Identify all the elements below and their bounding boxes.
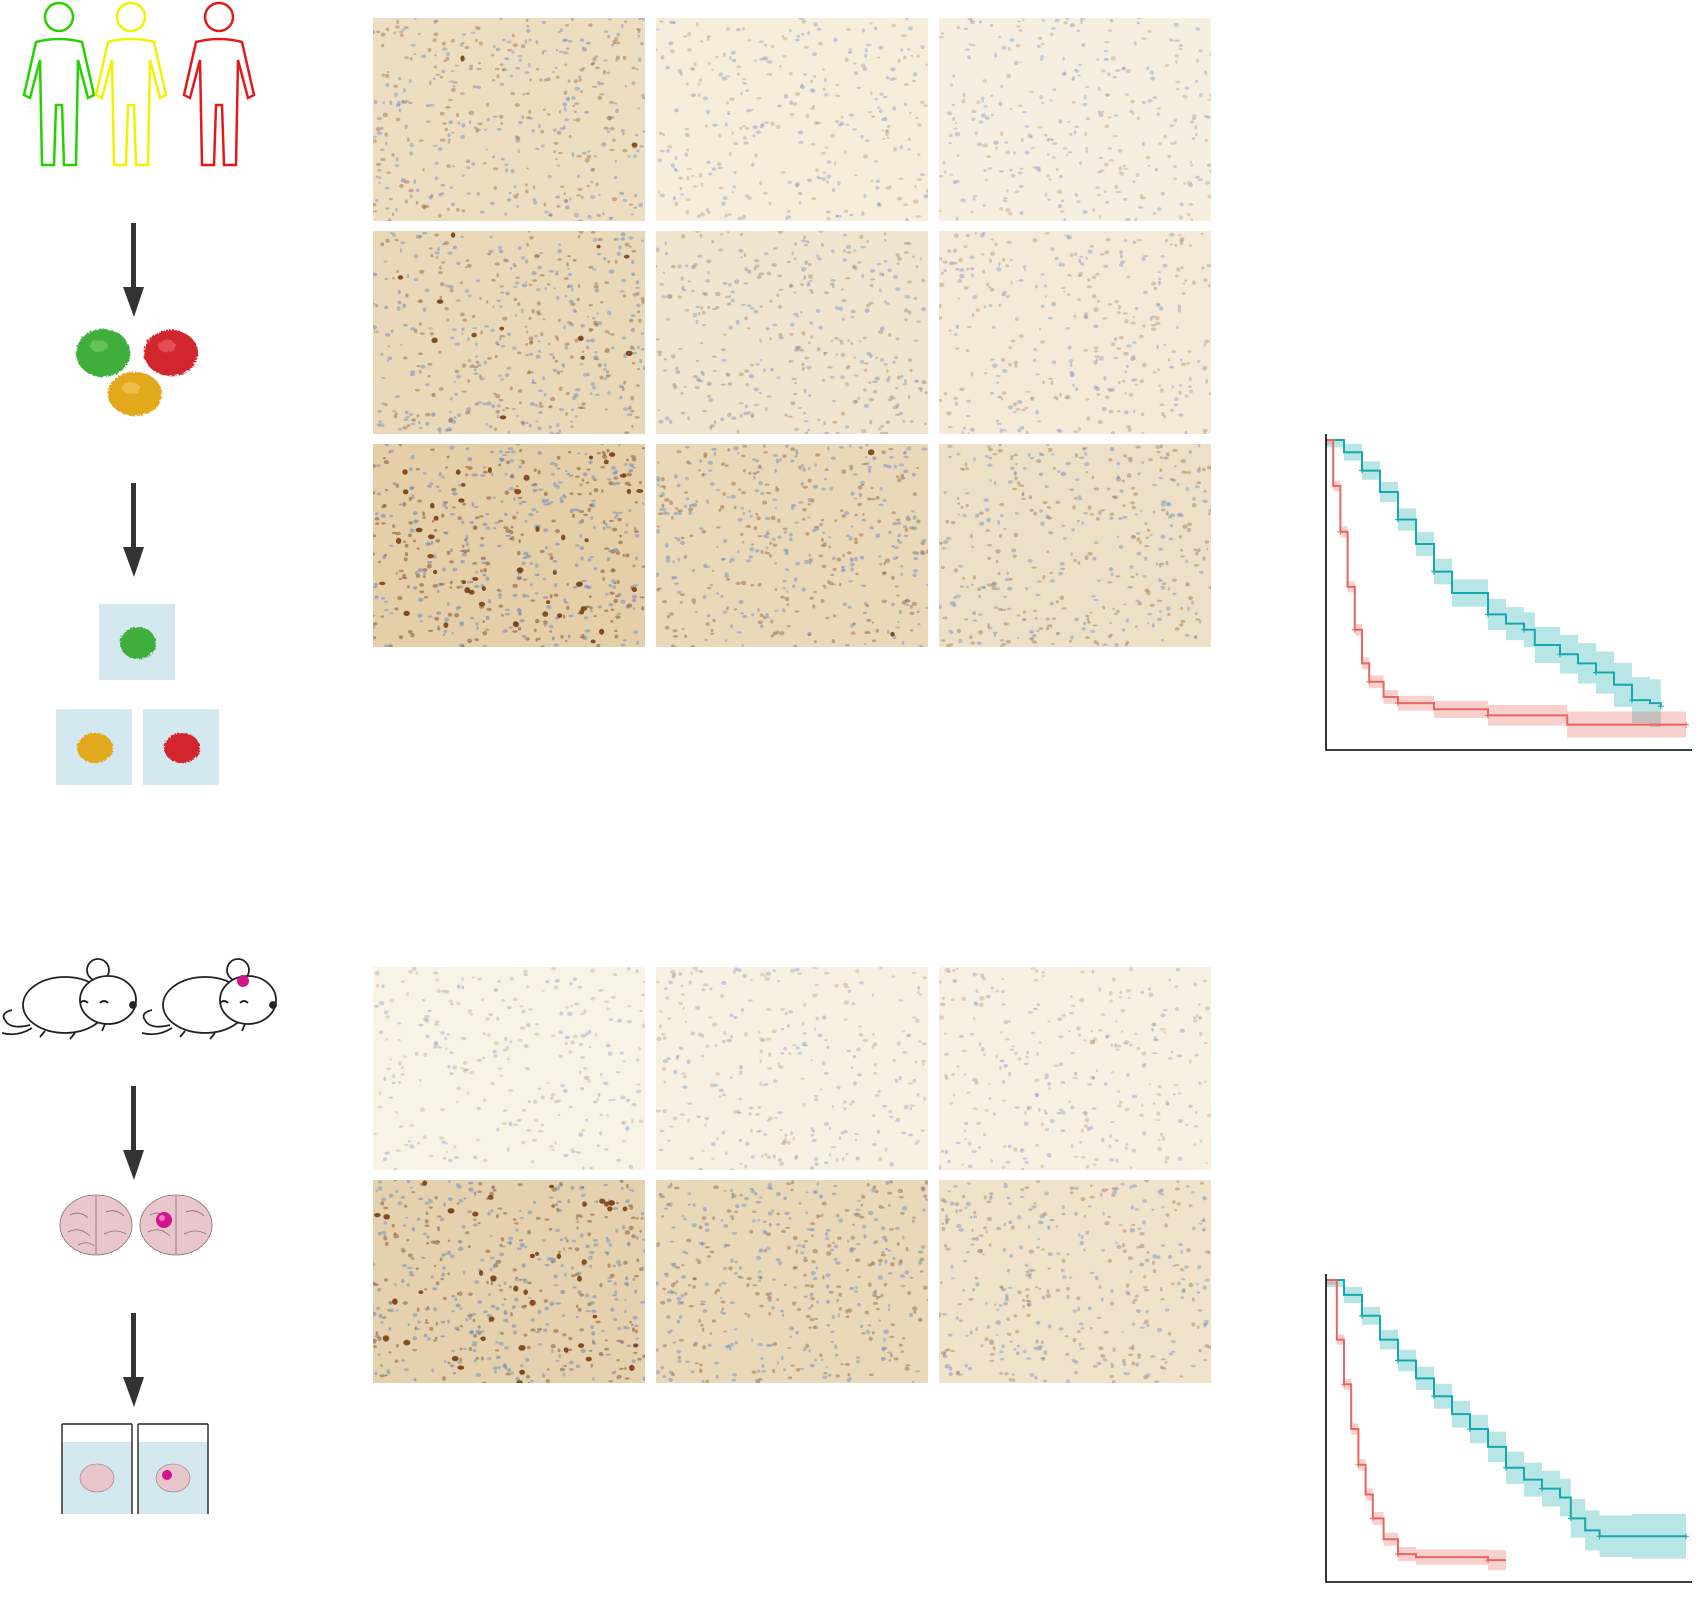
ihc-micrograph <box>656 444 928 647</box>
ihc-micrograph <box>939 1180 1211 1383</box>
ihc-micrograph <box>939 231 1211 434</box>
ihc-micrograph <box>939 444 1211 647</box>
ihc-micrograph <box>656 967 928 1170</box>
arrow-down-icon <box>123 483 144 577</box>
ihc-micrograph <box>373 1180 645 1383</box>
ihc-micrograph <box>656 18 928 221</box>
organoid-cluster-icon <box>75 328 197 415</box>
arrow-down-icon <box>123 1086 144 1180</box>
ihc-micrograph <box>373 444 645 647</box>
ihc-micrograph <box>373 967 645 1170</box>
person-red-icon <box>182 1 256 167</box>
top-panel <box>22 1 1692 785</box>
organoid-dish-green <box>99 604 175 680</box>
brain-sections-icon <box>61 1423 209 1514</box>
km-axes <box>1325 434 1692 751</box>
km-survival-curve <box>1326 439 1662 707</box>
ihc-image-grid-top <box>373 18 1215 650</box>
ihc-micrograph <box>373 231 645 434</box>
ihc-micrograph <box>939 967 1211 1170</box>
brain-pair-icon <box>59 1194 213 1256</box>
ihc-micrograph <box>939 18 1211 221</box>
organoid-dish-yellow <box>56 709 132 785</box>
km-plot-top <box>1325 434 1692 751</box>
mouse-icon <box>1 958 137 1040</box>
person-green-icon <box>22 1 96 167</box>
km-axes <box>1325 1274 1692 1583</box>
ihc-image-grid-bottom <box>373 967 1215 1387</box>
ihc-micrograph <box>373 18 645 221</box>
km-ci-band <box>1326 440 1686 742</box>
ihc-micrograph <box>656 231 928 434</box>
arrow-down-icon <box>123 1313 144 1407</box>
km-plot-bottom <box>1325 1274 1692 1583</box>
km-ci-band <box>1326 1280 1506 1571</box>
organoid-dish-red <box>143 709 219 785</box>
mouse-tumor-icon <box>141 958 277 1040</box>
km-ci-band <box>1326 1280 1686 1562</box>
mice-group <box>1 958 277 1040</box>
km-survival-curve <box>1326 439 1686 726</box>
arrow-down-icon <box>123 223 144 317</box>
person-yellow-icon <box>94 1 168 167</box>
bottom-panel <box>0 940 1703 1597</box>
ihc-micrograph <box>656 1180 928 1383</box>
patients-group <box>22 1 256 167</box>
km-survival-curve <box>1326 1279 1506 1562</box>
km-survival-curve <box>1326 1279 1686 1538</box>
